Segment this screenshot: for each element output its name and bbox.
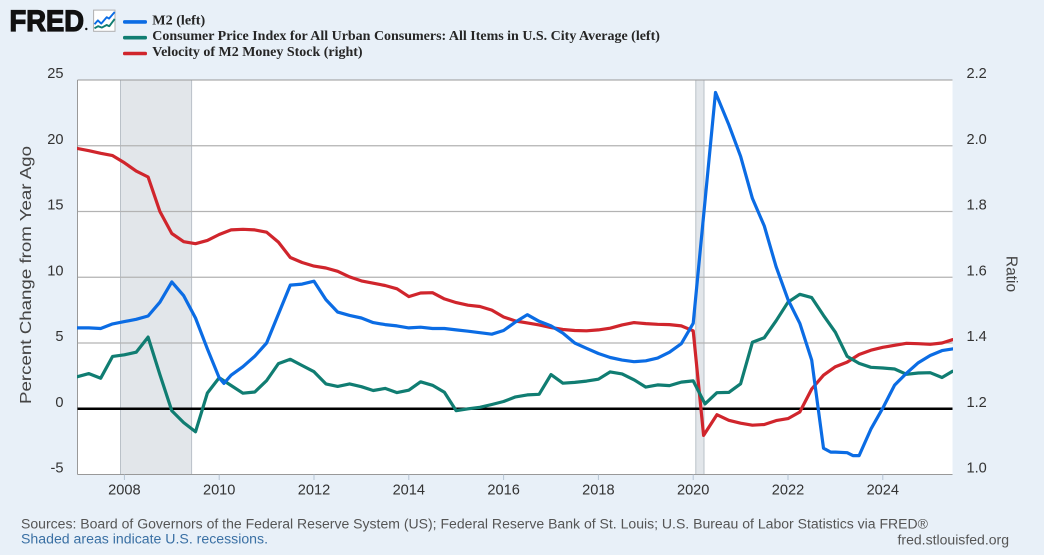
svg-text:2014: 2014 [393,482,425,498]
svg-text:2.0: 2.0 [967,132,987,148]
svg-text:10: 10 [47,263,63,279]
svg-text:1.2: 1.2 [967,395,987,411]
svg-text:2016: 2016 [487,482,519,498]
svg-text:2022: 2022 [772,482,804,498]
svg-text:1.0: 1.0 [967,461,987,477]
svg-text:1.8: 1.8 [967,198,987,214]
svg-text:25: 25 [47,66,63,82]
svg-text:Sources: Board of Governors of: Sources: Board of Governors of the Feder… [21,517,929,533]
svg-text:2024: 2024 [867,482,899,498]
svg-text:FRED: FRED [10,5,85,38]
svg-text:Ratio: Ratio [1003,256,1020,292]
svg-text:2020: 2020 [677,482,709,498]
svg-text:20: 20 [47,132,63,148]
svg-text:1.4: 1.4 [967,329,987,345]
svg-text:M2 (left): M2 (left) [152,12,205,27]
svg-text:2012: 2012 [298,482,330,498]
svg-text:2008: 2008 [108,482,140,498]
svg-text:-5: -5 [51,461,64,477]
svg-text:15: 15 [47,198,63,214]
svg-text:1.6: 1.6 [967,263,987,279]
svg-text:2.2: 2.2 [967,66,987,82]
svg-text:2010: 2010 [203,482,235,498]
svg-text:2018: 2018 [582,482,614,498]
svg-text:Percent Change from Year Ago: Percent Change from Year Ago [18,146,35,404]
svg-text:Consumer Price Index for All U: Consumer Price Index for All Urban Consu… [152,28,660,43]
svg-text:Shaded areas indicate U.S. rec: Shaded areas indicate U.S. recessions. [21,532,268,548]
svg-text:Velocity of M2 Money Stock (ri: Velocity of M2 Money Stock (right) [152,44,362,59]
svg-text:fred.stlouisfed.org: fred.stlouisfed.org [898,533,1010,549]
svg-text:5: 5 [55,329,63,345]
svg-text:0: 0 [55,395,63,411]
